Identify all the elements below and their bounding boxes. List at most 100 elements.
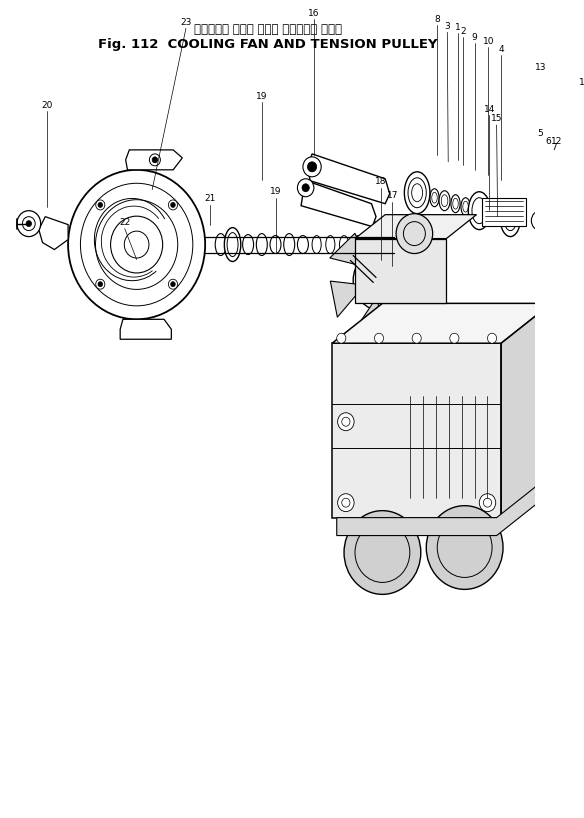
Circle shape [297, 179, 314, 196]
Circle shape [543, 222, 558, 239]
Circle shape [488, 333, 496, 344]
Ellipse shape [471, 199, 482, 221]
Text: 2: 2 [460, 27, 465, 36]
Ellipse shape [404, 172, 430, 213]
Polygon shape [356, 298, 388, 339]
Text: クーリング ファン および テンション プーリ: クーリング ファン および テンション プーリ [194, 23, 342, 36]
Ellipse shape [284, 234, 295, 255]
Circle shape [338, 494, 354, 511]
Bar [482, 198, 526, 226]
Ellipse shape [215, 234, 226, 255]
Circle shape [547, 227, 554, 235]
Ellipse shape [229, 236, 240, 254]
Ellipse shape [256, 234, 267, 255]
Polygon shape [301, 181, 376, 227]
Circle shape [168, 200, 178, 210]
Circle shape [536, 216, 545, 226]
Polygon shape [126, 150, 182, 170]
Ellipse shape [493, 207, 502, 225]
Circle shape [303, 157, 321, 177]
Circle shape [531, 211, 550, 231]
Text: 3: 3 [444, 22, 450, 31]
Ellipse shape [224, 227, 241, 262]
Text: 18: 18 [375, 178, 387, 187]
Circle shape [171, 281, 175, 286]
Ellipse shape [483, 204, 492, 222]
Text: 22: 22 [119, 218, 130, 227]
Circle shape [396, 213, 433, 254]
Text: 4: 4 [498, 45, 504, 54]
Text: 8: 8 [434, 15, 440, 24]
Ellipse shape [468, 191, 490, 230]
Polygon shape [308, 154, 390, 204]
Polygon shape [332, 344, 501, 518]
Polygon shape [120, 319, 171, 339]
Text: 12: 12 [551, 137, 562, 146]
Ellipse shape [451, 195, 460, 213]
Ellipse shape [242, 235, 253, 254]
Circle shape [308, 162, 317, 172]
Text: 14: 14 [484, 105, 495, 114]
Ellipse shape [227, 232, 238, 257]
Circle shape [26, 221, 32, 227]
Text: 21: 21 [204, 194, 215, 203]
Circle shape [98, 202, 103, 208]
Circle shape [150, 154, 161, 166]
Circle shape [374, 333, 384, 344]
Ellipse shape [439, 191, 450, 211]
Circle shape [426, 506, 503, 590]
Text: Fig. 112  COOLING FAN AND TENSION PULLEY: Fig. 112 COOLING FAN AND TENSION PULLEY [99, 38, 438, 51]
Text: 7: 7 [551, 143, 557, 152]
Circle shape [96, 279, 105, 290]
Ellipse shape [326, 236, 335, 254]
Circle shape [450, 333, 459, 344]
Circle shape [373, 272, 389, 290]
Ellipse shape [420, 186, 429, 204]
Ellipse shape [353, 236, 362, 254]
Circle shape [168, 279, 178, 290]
Circle shape [17, 211, 41, 236]
Circle shape [22, 217, 35, 231]
Text: 16: 16 [308, 9, 319, 18]
Ellipse shape [430, 189, 439, 207]
Polygon shape [332, 303, 551, 344]
Ellipse shape [461, 198, 470, 216]
Circle shape [413, 286, 421, 294]
Ellipse shape [339, 236, 349, 254]
Ellipse shape [408, 178, 426, 208]
Ellipse shape [297, 236, 308, 254]
Circle shape [412, 333, 421, 344]
Text: 13: 13 [535, 63, 546, 72]
Ellipse shape [312, 236, 321, 254]
Text: 11: 11 [579, 78, 584, 87]
Ellipse shape [472, 198, 486, 223]
Circle shape [364, 263, 397, 299]
Text: 9: 9 [472, 33, 478, 42]
Circle shape [549, 400, 582, 436]
Polygon shape [337, 478, 547, 536]
Polygon shape [397, 244, 431, 280]
Polygon shape [355, 214, 477, 239]
Ellipse shape [504, 207, 517, 231]
Polygon shape [392, 293, 432, 327]
Text: 15: 15 [491, 115, 502, 124]
Circle shape [96, 200, 105, 210]
Text: 20: 20 [41, 101, 53, 110]
Text: 19: 19 [270, 187, 281, 196]
Polygon shape [331, 281, 364, 317]
Text: 1: 1 [456, 23, 461, 32]
Circle shape [338, 413, 354, 430]
Circle shape [404, 276, 431, 305]
Polygon shape [39, 217, 68, 249]
Circle shape [98, 281, 103, 286]
Circle shape [538, 218, 543, 223]
Circle shape [152, 157, 158, 163]
Ellipse shape [503, 209, 514, 228]
Text: 23: 23 [180, 18, 192, 27]
Circle shape [344, 510, 421, 595]
Text: 6: 6 [545, 137, 551, 146]
Circle shape [546, 249, 557, 262]
Circle shape [353, 250, 408, 310]
Circle shape [377, 276, 384, 285]
Text: 17: 17 [387, 191, 398, 200]
